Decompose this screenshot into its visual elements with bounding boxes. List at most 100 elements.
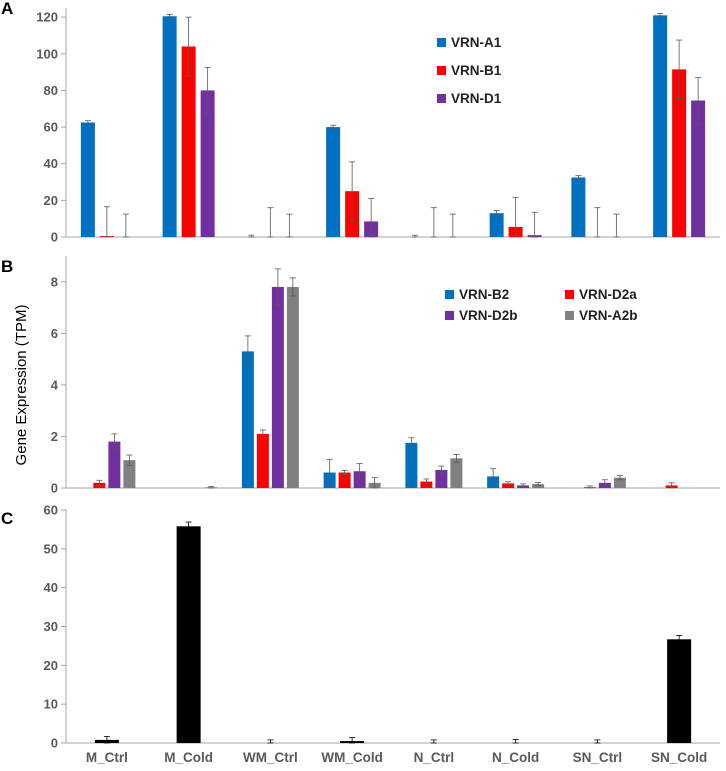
- panel-b-error-bar: [601, 479, 608, 487]
- panel-a-bar-vrn-a1-sn_cold: [653, 15, 668, 237]
- legend-swatch: [437, 94, 446, 103]
- panel-b-error-bar: [326, 459, 333, 486]
- panel-c-error-bar: [349, 737, 356, 744]
- panel-b-error-bar: [535, 482, 542, 487]
- panel-b-error-bar: [356, 463, 363, 480]
- panel-b-error-bar: [668, 482, 675, 489]
- panel-a-y-tick-label: 40: [44, 156, 58, 171]
- panel-a-error-bar: [613, 213, 620, 238]
- panel-a-bar-vrn-b1-m_cold: [181, 46, 196, 237]
- panel-b-error-bar: [505, 481, 512, 486]
- panel-b-error-bar: [96, 479, 103, 486]
- panel-c-error-bar: [430, 739, 437, 744]
- panel-a-error-bar: [531, 211, 538, 238]
- panel-b-bar-vrn-d2a-n_ctrl: [420, 481, 433, 488]
- panel-a-error-bar: [349, 161, 356, 221]
- x-category-labels: M_Ctrl M_Cold WM_Ctrl WM_Cold N_Ctrl N_Cold SN…: [86, 750, 707, 765]
- panel-a-y-tick-label: 80: [44, 83, 58, 98]
- panel-a-error-bar: [204, 67, 211, 114]
- panel-a-error-bar: [430, 207, 437, 238]
- panel-a-error-bar: [411, 234, 418, 238]
- x-tick-label-n_ctrl: N_Ctrl: [414, 750, 455, 765]
- panel-b-error-bar: [371, 477, 378, 489]
- panel-c-bar-value-sn_cold: [667, 639, 692, 743]
- legend-item-vrn-b2: VRN-B2: [445, 287, 509, 302]
- panel-b-bar-vrn-b2-n_ctrl: [405, 442, 418, 488]
- panel-a-legend: VRN-A1 VRN-B1 VRN-D1: [437, 35, 502, 106]
- panel-a-error-bar: [657, 13, 664, 18]
- panel-b-error-bar: [520, 483, 527, 488]
- panel-a-bar-vrn-a1-sn_ctrl: [571, 177, 586, 237]
- panel-a-error-bar: [286, 213, 293, 238]
- legend-label: VRN-D1: [451, 91, 502, 106]
- panel-label-b: B: [1, 257, 13, 276]
- legend-label: VRN-B2: [459, 287, 509, 302]
- panel-a-error-bar: [695, 77, 702, 124]
- x-tick-label-sn_cold: SN_Cold: [651, 750, 707, 765]
- panel-a-y-tick-label: 100: [36, 46, 58, 61]
- y-axis-label: Gene Expression (TPM): [13, 305, 30, 466]
- panel-a-error-bar: [449, 213, 456, 238]
- panel-b-y-tick-label: 4: [51, 377, 59, 392]
- panel-c-y-tick-label: 50: [44, 541, 58, 556]
- panel-c-error-bar: [267, 739, 274, 744]
- panel-a-error-bar: [512, 197, 519, 238]
- legend-item-vrn-d2b: VRN-D2b: [445, 308, 518, 323]
- panel-b-bar-vrn-d2a-wm_ctrl: [256, 433, 269, 488]
- panel-b-error-bar: [453, 454, 460, 463]
- panel-b-bar-vrn-b2-wm_ctrl: [241, 351, 254, 488]
- panel-a-error-bar: [368, 198, 375, 238]
- panel-a-y-tick-label: 60: [44, 120, 58, 135]
- panel-a-y-tick-label: 120: [36, 10, 58, 25]
- legend-item-vrn-a2b: VRN-A2b: [565, 308, 638, 323]
- x-tick-label-m_cold: M_Cold: [164, 750, 213, 765]
- panel-a-bar-vrn-a1-m_cold: [162, 16, 177, 237]
- panel-a-error-bar: [575, 175, 582, 180]
- panel-a-error-bar: [594, 207, 601, 238]
- panel-b-error-bar: [490, 468, 497, 485]
- panel-b-error-bar: [586, 485, 593, 489]
- panel-c-error-bar: [594, 739, 601, 744]
- panel-c-error-bar: [676, 635, 683, 644]
- panel-c-y-tick-label: 40: [44, 580, 58, 595]
- panel-a-bar-vrn-a1-n_cold: [489, 213, 504, 237]
- legend-swatch: [445, 311, 454, 320]
- panel-c-error-bar: [512, 739, 519, 744]
- panel-c-error-bar: [185, 521, 192, 531]
- panel-b-bar-vrn-d2a-wm_cold: [338, 472, 351, 488]
- panel-a-error-bar: [493, 210, 500, 217]
- panel-c-error-bar: [103, 735, 110, 744]
- panel-b-y-tick-label: 2: [51, 429, 58, 444]
- panel-b-y-tick-label: 6: [51, 326, 58, 341]
- panel-b-error-bar: [289, 277, 296, 297]
- panel-b-bar-vrn-a2b-m_ctrl: [123, 460, 136, 488]
- panel-b-error-bar: [423, 478, 430, 485]
- panel-a-error-bar: [248, 234, 255, 238]
- panel-a-bar-vrn-d1-m_cold: [200, 90, 215, 237]
- panel-a-error-bar: [330, 124, 337, 130]
- panel-b-bar-vrn-a2b-wm_ctrl: [286, 286, 299, 488]
- legend-swatch: [437, 66, 446, 75]
- panel-c: C 0 10 20 30 40 50 60: [1, 503, 720, 751]
- panel-a-y-tick-label: 0: [51, 230, 58, 245]
- panel-b-y-tick-label: 0: [51, 481, 58, 496]
- panel-c-y-tick-label: 20: [44, 658, 58, 673]
- panel-b-bar-vrn-d2b-m_ctrl: [108, 441, 121, 488]
- panel-label-a: A: [1, 0, 13, 18]
- legend-item-vrn-d2a: VRN-D2a: [565, 287, 637, 302]
- panel-b-bar-vrn-a2b-n_ctrl: [450, 458, 463, 488]
- legend-swatch: [437, 38, 446, 47]
- panel-b-error-bar: [111, 433, 118, 450]
- legend-item-vrn-a1: VRN-A1: [437, 35, 502, 50]
- panel-b-bar-vrn-d2b-wm_cold: [353, 471, 366, 488]
- panel-b-error-bar: [244, 335, 251, 368]
- panel-b-bar-vrn-d2a-n_cold: [502, 483, 515, 488]
- legend-item-vrn-b1: VRN-B1: [437, 63, 502, 78]
- legend-item-vrn-d1: VRN-D1: [437, 91, 502, 106]
- panel-b-error-bar: [341, 470, 348, 475]
- legend-label: VRN-A2b: [579, 308, 638, 323]
- legend-swatch: [565, 290, 574, 299]
- legend-label: VRN-D2a: [579, 287, 637, 302]
- panel-a: A 0 20 40 60 80 100 120 VRN-A1 VRN-B1 VRN-D1: [1, 0, 720, 245]
